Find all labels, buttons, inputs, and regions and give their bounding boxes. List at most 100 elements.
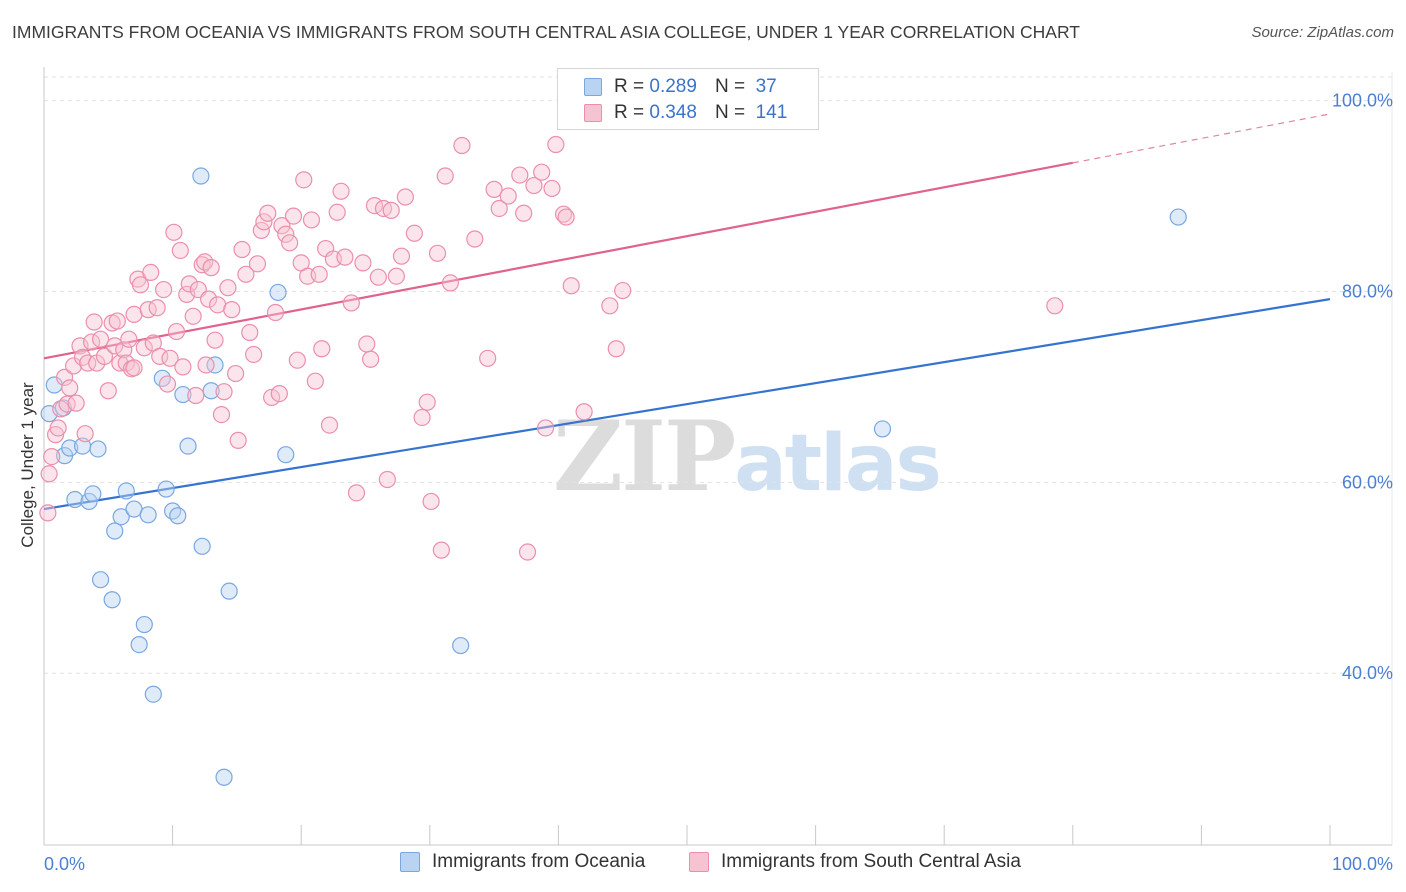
data-point: [135, 339, 153, 357]
series-south-central-asia: [39, 135, 1064, 561]
data-point: [490, 199, 508, 218]
data-point: [515, 204, 533, 222]
data-point: [164, 502, 182, 520]
data-point: [95, 347, 114, 365]
data-point: [202, 382, 220, 400]
data-point: [39, 504, 57, 522]
legend-item-south-central-asia: Immigrants from South Central Asia: [689, 851, 1021, 873]
data-point: [369, 268, 387, 286]
x-tick-label: 0.0%: [44, 854, 85, 874]
data-point: [165, 223, 183, 241]
data-point: [154, 280, 173, 299]
n-label: N =: [714, 76, 746, 97]
data-point: [144, 685, 162, 703]
data-point: [174, 358, 192, 376]
data-point: [229, 431, 247, 449]
data-point: [607, 340, 625, 358]
data-point: [142, 263, 160, 282]
data-point: [453, 136, 471, 155]
data-point: [196, 253, 214, 271]
data-point: [89, 440, 107, 458]
data-point: [466, 230, 484, 248]
data-point: [378, 470, 396, 489]
data-point: [135, 615, 153, 634]
data-point: [295, 171, 313, 189]
y-tick-label: 40.0%: [1342, 663, 1393, 683]
data-point: [167, 322, 186, 341]
data-point: [49, 419, 67, 437]
grid-lines: [44, 72, 1393, 845]
data-points: [39, 135, 1187, 786]
data-point: [432, 541, 450, 559]
trend-line-south-central-asia-extension: [1072, 113, 1331, 164]
data-point: [259, 204, 277, 222]
data-point: [43, 447, 61, 466]
watermark-atlas: atlas: [734, 419, 942, 509]
data-point: [358, 335, 376, 353]
legend-label-south-central-asia: Immigrants from South Central Asia: [721, 851, 1021, 872]
series-legend: Immigrants from Oceania Immigrants from …: [0, 851, 1406, 879]
data-point: [354, 254, 372, 272]
data-point: [130, 635, 148, 654]
axes: [43, 67, 1392, 846]
trend-lines: [43, 113, 1331, 511]
data-point: [180, 275, 198, 293]
data-point: [241, 323, 259, 342]
r-value: 0.289: [649, 76, 697, 97]
data-point: [614, 281, 632, 300]
data-point: [91, 571, 110, 589]
data-point: [61, 379, 79, 397]
data-point: [192, 167, 210, 185]
y-tick-label: 60.0%: [1342, 472, 1393, 492]
data-point: [554, 205, 573, 223]
data-point: [1046, 297, 1064, 315]
source-label: Source: ZipAtlas.com: [1251, 24, 1394, 41]
data-point: [215, 383, 233, 401]
data-point: [85, 313, 103, 331]
data-point: [169, 507, 187, 525]
data-point: [557, 208, 575, 226]
data-point: [151, 347, 169, 365]
data-point: [320, 416, 339, 434]
data-point: [396, 188, 414, 206]
data-point: [328, 203, 346, 221]
data-point: [547, 135, 565, 154]
data-point: [536, 419, 555, 437]
data-point: [413, 408, 431, 427]
y-axis-label: College, Under 1 year: [18, 382, 37, 548]
data-point: [387, 267, 405, 285]
data-point: [392, 247, 411, 265]
data-point: [525, 176, 543, 195]
data-point: [171, 241, 189, 260]
data-point: [158, 375, 177, 393]
data-point: [220, 582, 238, 600]
y-tick-label: 100.0%: [1332, 91, 1393, 111]
data-point: [202, 259, 220, 277]
data-point: [223, 301, 241, 319]
r-label: R =: [614, 102, 645, 123]
data-point: [418, 393, 436, 411]
data-point: [179, 437, 197, 455]
data-point: [106, 337, 124, 355]
data-point: [148, 299, 166, 317]
data-point: [193, 537, 211, 555]
data-point: [332, 182, 350, 200]
data-point: [428, 244, 447, 262]
data-point: [79, 354, 97, 372]
stats-row-oceania: R = 0.289 N = 37: [584, 74, 777, 100]
data-point: [117, 482, 135, 500]
n-value: 141: [755, 102, 788, 123]
data-point: [108, 312, 126, 330]
data-point: [115, 341, 133, 359]
data-point: [206, 356, 224, 374]
data-point: [382, 201, 400, 219]
data-point: [157, 480, 175, 498]
data-point: [518, 543, 537, 561]
data-point: [248, 255, 267, 273]
data-point: [575, 403, 593, 421]
data-point: [436, 167, 454, 185]
data-point: [125, 359, 143, 377]
data-point: [302, 211, 321, 229]
data-point: [441, 274, 459, 292]
